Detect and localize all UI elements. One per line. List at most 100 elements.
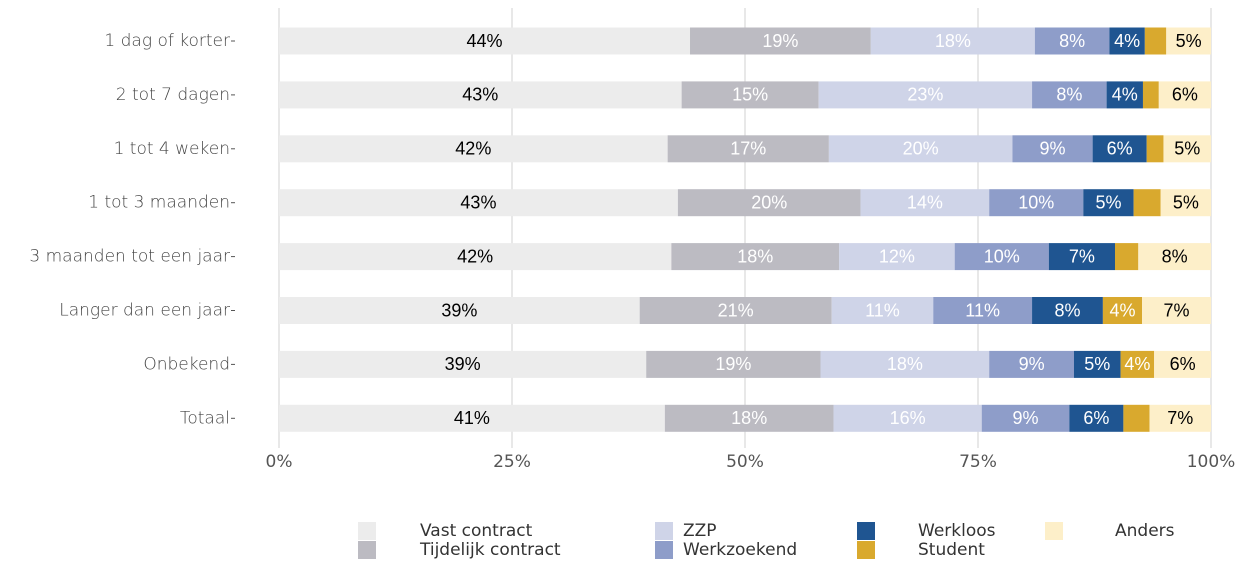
value-label: 8% <box>1054 300 1080 320</box>
value-label: 6% <box>1107 139 1133 159</box>
bar-segment <box>839 243 955 271</box>
bar-segment <box>279 297 640 324</box>
bar-segment <box>860 189 990 217</box>
value-label: 43% <box>460 192 496 212</box>
bar-segment <box>1142 81 1159 109</box>
bar-segment <box>1092 135 1147 163</box>
value-label: 8% <box>1162 246 1188 266</box>
bar-segment <box>1012 135 1093 163</box>
bar-segment <box>870 27 1035 55</box>
value-label: 9% <box>1019 354 1045 374</box>
value-label: 20% <box>751 192 787 212</box>
bar-segment <box>1123 404 1150 432</box>
value-label: 18% <box>737 246 773 266</box>
bar-segment <box>1032 297 1103 324</box>
bar-segment <box>831 297 934 324</box>
value-label: 39% <box>441 300 477 320</box>
bar-segment <box>646 350 821 378</box>
bar-segment <box>690 27 871 55</box>
bar-segment <box>1142 297 1211 324</box>
value-label: 15% <box>732 85 768 105</box>
legend-swatch <box>358 522 376 540</box>
bar-segment <box>833 404 982 432</box>
bar-segment <box>1032 81 1107 109</box>
bar-segment <box>1102 297 1143 324</box>
legend-label: Tijdelijk contract <box>419 540 561 560</box>
legend-label: ZZP <box>683 521 717 541</box>
value-label: 10% <box>984 246 1020 266</box>
x-tick-label: 50% <box>726 452 764 472</box>
value-label: 23% <box>907 85 943 105</box>
bar-segment <box>820 350 990 378</box>
bar-segment <box>279 27 691 55</box>
value-label: 16% <box>890 408 926 428</box>
bar-segment <box>667 135 829 163</box>
bar-segment <box>279 350 647 378</box>
bar-segment <box>639 297 832 324</box>
value-label: 4% <box>1112 85 1138 105</box>
value-label: 18% <box>731 408 767 428</box>
bar-segment <box>1106 81 1143 109</box>
value-label: 7% <box>1069 246 1095 266</box>
y-tick-label: Langer dan een jaar <box>59 301 230 321</box>
y-tick-label: 2 tot 7 dagen <box>116 85 230 105</box>
value-label: 5% <box>1176 31 1202 51</box>
value-label: 7% <box>1164 300 1190 320</box>
value-label: 17% <box>730 139 766 159</box>
legend-label: Anders <box>1115 521 1175 541</box>
bar-segment <box>954 243 1049 271</box>
bar-segment <box>1166 27 1211 55</box>
value-label: 20% <box>903 139 939 159</box>
bar-segment <box>1144 27 1167 55</box>
bar-segment <box>1146 135 1164 163</box>
legend-swatch <box>857 522 875 540</box>
bar-segment <box>1109 27 1145 55</box>
bar-segment <box>1073 350 1121 378</box>
bar-segment <box>1083 189 1134 217</box>
value-label: 12% <box>879 246 915 266</box>
bar-segment <box>1034 27 1110 55</box>
bar-segment <box>677 189 861 217</box>
value-label: 6% <box>1172 85 1198 105</box>
bar-segment <box>1154 350 1211 378</box>
value-label: 9% <box>1013 408 1039 428</box>
value-label: 19% <box>762 31 798 51</box>
value-label: 41% <box>454 408 490 428</box>
legend-swatch <box>655 522 673 540</box>
x-tick-label: 75% <box>959 452 997 472</box>
value-label: 4% <box>1114 31 1140 51</box>
value-label: 7% <box>1167 408 1193 428</box>
bar-segment <box>818 81 1033 109</box>
value-label: 5% <box>1174 139 1200 159</box>
bar-segment <box>1048 243 1116 271</box>
y-tick-label: 1 dag of korter <box>104 31 230 51</box>
value-label: 5% <box>1084 354 1110 374</box>
value-label: 5% <box>1173 192 1199 212</box>
y-tick-label: Totaal <box>180 408 230 428</box>
value-label: 43% <box>462 85 498 105</box>
x-tick-label: 0% <box>266 452 293 472</box>
value-label: 11% <box>865 300 900 320</box>
value-label: 9% <box>1040 139 1066 159</box>
bar-segment <box>279 243 672 271</box>
value-label: 4% <box>1109 300 1135 320</box>
y-tick-label: Onbekend <box>143 354 230 374</box>
bar-segment <box>671 243 840 271</box>
value-label: 39% <box>445 354 481 374</box>
value-label: 44% <box>466 31 502 51</box>
value-label: 11% <box>965 300 1000 320</box>
legend-swatch <box>655 541 673 559</box>
value-label: 18% <box>935 31 971 51</box>
bar-segment <box>933 297 1033 324</box>
legend-swatch <box>1045 522 1063 540</box>
value-label: 42% <box>457 246 493 266</box>
legend-swatch <box>857 541 875 559</box>
bar-segment <box>981 404 1070 432</box>
bar-segment <box>1138 243 1211 271</box>
bar-segment <box>1149 404 1211 432</box>
bar-segment <box>1158 81 1211 109</box>
legend-label: Vast contract <box>420 521 533 541</box>
value-label: 21% <box>718 300 754 320</box>
bar-segment <box>828 135 1013 163</box>
